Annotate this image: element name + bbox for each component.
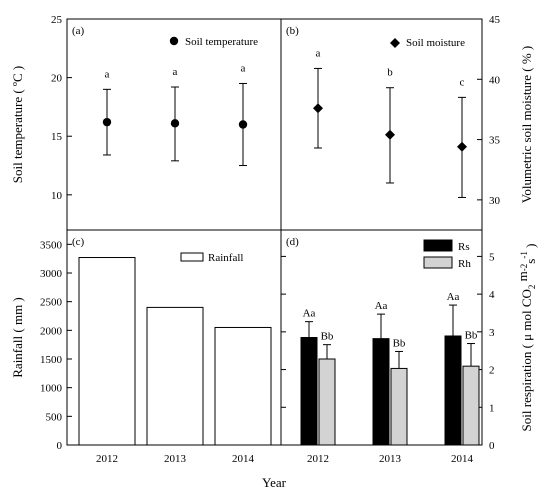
panel-c-bar — [214, 326, 272, 446]
panel-a-legend-label: Soil temperature — [185, 36, 258, 48]
panel-c-ytick-label: 1000 — [40, 383, 63, 395]
panel-d-ylabel: Soil respiration ( μ mol CO2 m-2s-1 ) — [515, 244, 538, 432]
panel-d-sig-label: Bb — [465, 330, 478, 342]
panel-d-ytick-label: 2 — [489, 365, 495, 377]
panel-tag-b: (b) — [286, 25, 299, 37]
panel-c-legend-label: Rainfall — [208, 252, 243, 264]
panel-b-point — [457, 141, 467, 152]
panel-a-sig-label: a — [105, 68, 110, 80]
panel-c-bar — [146, 306, 204, 446]
panel-c-xtick-label: 2012 — [96, 453, 118, 465]
panel-d-ylabel-part: Soil respiration ( μ mol CO — [519, 289, 534, 431]
panel-c-xtick-label: 2013 — [164, 453, 187, 465]
panel-c-ytick-label: 1500 — [40, 354, 63, 366]
panel-d-bar-rh — [390, 367, 408, 446]
panel-d-ylabel-part: -1 — [519, 251, 529, 259]
panel-a-point — [102, 117, 112, 127]
panel-c-ytick-label: 2500 — [40, 297, 63, 309]
panel-a-sig-label: a — [241, 62, 246, 74]
panel-d-bar-rh — [462, 365, 480, 446]
panel-a-ylabel: Soil temperature ( ºC ) — [10, 66, 25, 183]
panel-d-xtick-label: 2014 — [451, 453, 474, 465]
panel-a-legend-marker — [169, 36, 179, 46]
panel-d-bar-rs — [444, 335, 462, 446]
panel-d-sig-label: Bb — [393, 337, 406, 349]
panel-b-point — [385, 129, 395, 140]
panel-c-legend-swatch — [180, 252, 204, 262]
panel-d-legend-swatch-rh — [423, 256, 453, 269]
panel-d-sig-label: Bb — [321, 331, 334, 343]
panel-d-legend-swatch-rs — [423, 239, 453, 252]
panel-c-ytick-label: 500 — [46, 411, 63, 423]
panel-a-ytick-label: 15 — [51, 131, 63, 143]
panel-a-point — [170, 119, 180, 128]
panel-d-ylabel-part: -2 — [519, 264, 529, 272]
panel-frame-b — [280, 18, 483, 231]
panel-d-sig-label: Aa — [375, 300, 388, 312]
panel-d-ylabel-part: s — [523, 259, 538, 264]
panel-b-ytick-label: 30 — [489, 195, 501, 207]
panel-b-ytick-label: 45 — [489, 14, 501, 26]
panel-d-ylabel-part: m — [515, 271, 530, 284]
panel-c-ytick-label: 2000 — [40, 325, 63, 337]
panel-d-ytick-label: 1 — [489, 402, 495, 414]
panel-b-ytick-label: 40 — [489, 74, 501, 86]
panel-c-bar — [78, 257, 136, 446]
panel-a-point — [238, 120, 248, 129]
panel-d-legend-label-rs: Rs — [458, 241, 470, 253]
panel-b-sig-label: b — [387, 67, 393, 79]
panel-a-ytick-label: 20 — [51, 73, 63, 85]
panel-b-sig-label: c — [460, 76, 465, 88]
panel-c-ytick-label: 3500 — [40, 239, 63, 251]
panel-c-ylabel: Rainfall ( mm ) — [10, 297, 25, 378]
x-axis-title: Year — [262, 475, 287, 490]
panel-d-xtick-label: 2013 — [379, 453, 402, 465]
panel-d-ylabel-part: 2 — [527, 285, 537, 290]
panel-c-ytick-label: 0 — [57, 440, 63, 452]
panel-d-bar-rs — [372, 338, 390, 446]
panel-d-legend-label-rh: Rh — [458, 258, 471, 270]
panel-b-point — [313, 103, 323, 114]
panel-b-sig-label: a — [316, 47, 321, 59]
panel-d-sig-label: Aa — [447, 291, 460, 303]
panel-d-ytick-label: 3 — [489, 327, 495, 339]
panel-d-bar-rs — [300, 337, 318, 446]
panel-d-ytick-label: 5 — [489, 251, 495, 263]
panel-c-ytick-label: 3000 — [40, 268, 63, 280]
panel-a-ytick-label: 25 — [51, 14, 63, 26]
panel-b-legend-label: Soil moisture — [406, 37, 465, 49]
panel-c-xtick-label: 2014 — [232, 453, 255, 465]
panel-tag-d: (d) — [286, 236, 299, 248]
panel-a-sig-label: a — [173, 66, 178, 78]
panel-a-ytick-label: 10 — [51, 190, 63, 202]
panel-d-ylabel-part: ) — [523, 244, 538, 252]
panel-tag-c: (c) — [72, 236, 85, 248]
panel-b-ytick-label: 35 — [489, 135, 501, 147]
panel-b-ylabel: Volumetric soil moisture ( % ) — [519, 46, 534, 204]
panel-d-ytick-label: 0 — [489, 440, 495, 452]
panel-tag-a: (a) — [72, 25, 85, 37]
panel-d-sig-label: Aa — [303, 308, 316, 320]
panel-b-legend-marker — [390, 38, 400, 48]
panel-d-ytick-label: 4 — [489, 289, 495, 301]
panel-d-xtick-label: 2012 — [307, 453, 329, 465]
panel-d-bar-rh — [318, 358, 336, 446]
